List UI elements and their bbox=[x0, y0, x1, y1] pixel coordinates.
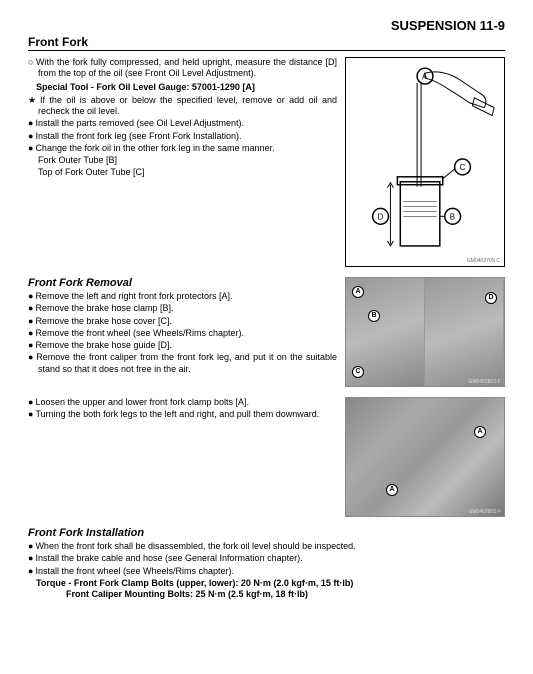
s3-p2: Turning the both fork legs to the left a… bbox=[28, 409, 337, 420]
s1-p3: Install the parts removed (see Oil Level… bbox=[28, 118, 337, 129]
section-title: Front Fork bbox=[28, 35, 505, 51]
label-a: A bbox=[422, 72, 428, 81]
section2-photo-col: A B C D GM040280S F bbox=[345, 277, 505, 387]
label-c: C bbox=[460, 163, 466, 172]
marker-c: C bbox=[352, 366, 364, 378]
fork-oil-diagram: A C B bbox=[345, 57, 505, 267]
s3-p1: Loosen the upper and lower front fork cl… bbox=[28, 397, 337, 408]
removal-heading: Front Fork Removal bbox=[28, 277, 337, 289]
marker-d: D bbox=[485, 292, 497, 304]
s1-p6: Fork Outer Tube [B] bbox=[28, 155, 337, 166]
torque-spec: Torque - Front Fork Clamp Bolts (upper, … bbox=[36, 578, 505, 601]
section-oil-level: With the fork fully compressed, and held… bbox=[28, 57, 505, 267]
section1-text: With the fork fully compressed, and held… bbox=[28, 57, 337, 267]
s1-p5: Change the fork oil in the other fork le… bbox=[28, 143, 337, 154]
marker-b: B bbox=[368, 310, 380, 322]
section-loosen: Loosen the upper and lower front fork cl… bbox=[28, 397, 505, 517]
s2-p6: Remove the front caliper from the front … bbox=[28, 352, 337, 375]
section3-photo-col: A A GM040290S F bbox=[345, 397, 505, 517]
section-installation: Front Fork Installation When the front f… bbox=[28, 527, 505, 601]
section-removal: Front Fork Removal Remove the left and r… bbox=[28, 277, 505, 387]
section1-diagram-col: A C B bbox=[345, 57, 505, 267]
label-b: B bbox=[450, 212, 455, 221]
s1-p7: Top of Fork Outer Tube [C] bbox=[28, 167, 337, 178]
marker-a-top: A bbox=[474, 426, 486, 438]
photo-code-2: GM040290S F bbox=[468, 509, 501, 515]
s1-p2: If the oil is above or below the specifi… bbox=[28, 95, 337, 118]
clamp-photo: A A GM040290S F bbox=[345, 397, 505, 517]
removal-photo-right: D bbox=[425, 278, 504, 386]
torque-2: Front Caliper Mounting Bolts: 25 N·m (2.… bbox=[66, 589, 505, 601]
marker-a: A bbox=[352, 286, 364, 298]
s4-p1: When the front fork shall be disassemble… bbox=[28, 541, 505, 552]
photo-code-1: GM040280S F bbox=[468, 379, 501, 385]
s2-p3: Remove the brake hose cover [C]. bbox=[28, 316, 337, 327]
install-heading: Front Fork Installation bbox=[28, 527, 505, 539]
section3-text: Loosen the upper and lower front fork cl… bbox=[28, 397, 337, 517]
section2-text: Front Fork Removal Remove the left and r… bbox=[28, 277, 337, 387]
s4-p3: Install the front wheel (see Wheels/Rims… bbox=[28, 566, 505, 577]
label-d: D bbox=[378, 212, 384, 221]
page-header: SUSPENSION 11-9 bbox=[28, 18, 505, 35]
s1-p4: Install the front fork leg (see Front Fo… bbox=[28, 131, 337, 142]
s2-p2: Remove the brake hose clamp [B]. bbox=[28, 303, 337, 314]
s1-p1: With the fork fully compressed, and held… bbox=[28, 57, 337, 80]
s2-p5: Remove the brake hose guide [D]. bbox=[28, 340, 337, 351]
removal-photo: A B C D GM040280S F bbox=[345, 277, 505, 387]
s2-p4: Remove the front wheel (see Wheels/Rims … bbox=[28, 328, 337, 339]
marker-a-bot: A bbox=[386, 484, 398, 496]
s4-p2: Install the brake cable and hose (see Ge… bbox=[28, 553, 505, 564]
torque-label: Torque - bbox=[36, 578, 71, 588]
diagram-code: GM040270S C bbox=[467, 258, 500, 264]
s2-p1: Remove the left and right front fork pro… bbox=[28, 291, 337, 302]
removal-photo-left: A B C bbox=[346, 278, 425, 386]
torque-1: Front Fork Clamp Bolts (upper, lower): 2… bbox=[74, 578, 354, 588]
special-tool: Special Tool - Fork Oil Level Gauge: 570… bbox=[36, 82, 337, 93]
